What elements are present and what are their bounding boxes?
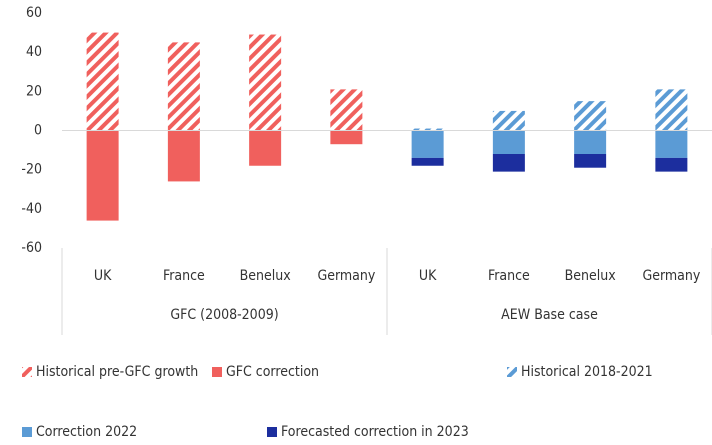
legend-swatch <box>22 367 32 377</box>
y-tick-label: -40 <box>21 201 42 217</box>
bar <box>167 42 200 131</box>
legend-label: Historical pre-GFC growth <box>36 364 198 380</box>
bar <box>330 89 363 131</box>
bar <box>655 157 688 172</box>
bar <box>330 130 363 145</box>
bar <box>411 130 444 158</box>
y-tick-label: 60 <box>26 5 42 21</box>
bar <box>86 32 119 131</box>
bar <box>655 89 688 131</box>
bar <box>86 130 119 221</box>
x-tick-label: Benelux <box>565 268 617 284</box>
group-label: GFC (2008-2009) <box>170 307 278 323</box>
bar <box>249 130 282 166</box>
legend-swatch <box>212 367 222 377</box>
legend-swatch <box>267 427 277 437</box>
bar <box>574 154 607 168</box>
bar <box>411 157 444 166</box>
x-tick-label: France <box>163 268 205 284</box>
y-tick-label: 40 <box>26 44 42 60</box>
legend-swatch <box>507 367 517 377</box>
legend-swatch <box>22 427 32 437</box>
legend-label: Forecasted correction in 2023 <box>281 424 469 440</box>
bar <box>249 34 282 131</box>
x-tick-label: UK <box>419 268 437 284</box>
y-tick-label: -60 <box>21 240 42 256</box>
y-tick-label: 0 <box>34 123 42 139</box>
legend-label: GFC correction <box>226 364 319 380</box>
bar <box>492 110 525 131</box>
x-tick-label: Germany <box>317 268 375 284</box>
legend-label: Correction 2022 <box>36 424 137 440</box>
x-tick-label: Germany <box>642 268 700 284</box>
bar <box>655 130 688 158</box>
y-tick-label: 20 <box>26 83 42 99</box>
x-tick-label: UK <box>94 268 112 284</box>
bar <box>411 128 444 131</box>
x-tick-label: France <box>488 268 530 284</box>
bar <box>167 130 200 182</box>
bar <box>574 101 607 131</box>
bar <box>492 154 525 172</box>
legend-label: Historical 2018-2021 <box>521 364 653 380</box>
y-tick-label: -20 <box>21 162 42 178</box>
bar <box>574 130 607 154</box>
bar <box>492 130 525 154</box>
group-label: AEW Base case <box>501 307 598 323</box>
x-tick-label: Benelux <box>240 268 292 284</box>
